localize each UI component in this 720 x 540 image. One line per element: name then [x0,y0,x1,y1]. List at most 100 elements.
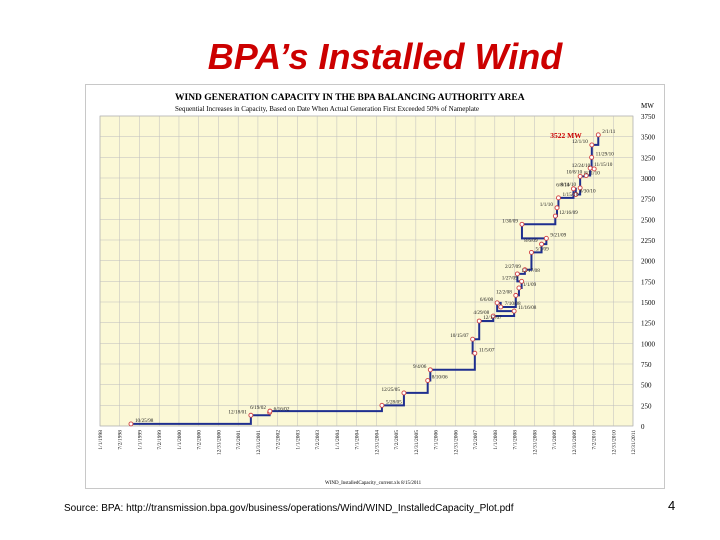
data-point-marker [519,221,525,227]
data-point-label: 5/28/05 [386,399,402,405]
data-point-label: 11/5/07 [479,347,495,353]
x-tick-label: 7/1/2008 [513,430,519,450]
x-tick-label: 7/2/1999 [157,430,163,450]
y-tick-label: 0 [641,423,645,431]
y-tick-label: 250 [641,402,652,410]
y-axis-unit: MW [641,102,654,110]
data-point-marker [490,313,496,319]
y-tick-label: 3250 [641,154,656,162]
x-tick-label: 12/31/2000 [216,430,222,455]
x-tick-label: 7/1/2004 [355,430,361,450]
x-tick-label: 1/1/2004 [335,430,341,450]
data-point-label: 1/30/09 [502,218,518,224]
x-tick-label: 12/31/2011 [631,430,637,455]
data-point-label: 7/10/08 [505,301,521,307]
y-tick-label: 3500 [641,134,656,142]
data-point-label: 4/29/08 [473,310,489,316]
data-point-label: 12/24/10 [572,163,591,169]
gridlines [99,115,634,427]
y-tick-label: 1250 [641,320,656,328]
data-point-label: 10/15/07 [450,333,469,339]
data-point-label: 9/21/09 [550,232,566,238]
y-tick-label: 1500 [641,299,656,307]
data-point-marker [472,350,478,356]
x-tick-label: 12/31/2005 [414,430,420,455]
data-point-marker [577,173,583,179]
x-tick-label: 7/2/1998 [118,430,124,450]
y-tick-label: 2000 [641,258,656,266]
data-point-label: 10/25/98 [135,418,154,424]
y-tick-label: 2500 [641,216,656,224]
data-point-label: 12/16/09 [559,210,578,216]
y-tick-label: 1000 [641,340,656,348]
y-tick-label: 3000 [641,175,656,183]
data-point-label: 11/16/08 [518,305,537,311]
y-tick-label: 1750 [641,278,656,286]
x-tick-label: 7/2/2001 [236,430,242,450]
data-point-label: 8/10/06 [432,375,448,381]
y-tick-labels: 0 250 500 750 1000 1250 1500 1750 2000 2250 2500 27… [641,113,656,431]
data-point-label: 2/1/11 [602,129,615,135]
data-point-marker [554,205,560,211]
data-point-marker [556,195,561,201]
data-point-label: 6/19/02 [250,405,266,411]
x-tick-label: 1/1/1998 [98,430,104,450]
data-point-marker [248,412,254,418]
x-tick-label: 7/2/2002 [276,430,282,450]
y-tick-label: 2250 [641,237,656,245]
data-point-label: 8/11/10 [560,182,576,188]
data-point-marker [589,142,595,148]
data-point-marker [425,378,431,383]
x-tick-label: 7/2/2000 [197,430,203,450]
slide-title: BPA’s Installed Wind [207,36,563,77]
y-tick-label: 500 [641,382,652,390]
x-tick-label: 7/1/2006 [434,430,440,450]
data-point-marker [573,192,579,197]
chart-footer-note: WIND_InstalledCapacity_current.xls 8/15/… [325,481,422,486]
highlight-label: 3522 MW [550,131,582,140]
data-point-label: 2/27/09 [505,264,521,270]
x-tick-label: 7/2/2003 [315,430,321,450]
data-point-marker [494,300,500,306]
data-point-marker [427,367,433,373]
data-point-marker [577,185,583,191]
x-tick-label: 12/31/2006 [453,430,459,455]
x-tick-label: 1/1/1999 [137,430,143,450]
x-tick-labels: 1/1/1998 7/2/1998 1/1/1999 7/2/1999 1/1/2000… [98,430,637,455]
data-point-marker [513,292,519,298]
data-point-marker [476,318,482,324]
data-point-marker [528,249,534,255]
x-tick-label: 7/2/2005 [394,430,400,450]
data-point-marker [543,235,549,241]
data-point-label: 12/17/08 [521,268,540,274]
y-tick-label: 3750 [641,113,656,121]
data-point-label: 1/27/09 [502,275,518,281]
data-point-marker [128,421,134,427]
chart-title: WIND GENERATION CAPACITY IN THE BPA BALA… [175,93,525,103]
data-point-label: 8/11/10 [584,170,600,176]
x-tick-label: 12/31/2008 [532,430,538,455]
chart-subtitle: Sequential Increases in Capacity, Based … [175,105,479,113]
data-point-marker [571,186,576,192]
data-point-label: 1/1/09 [523,282,537,288]
data-point-label: 11/15/10 [594,162,613,168]
x-tick-label: 12/31/2010 [611,430,617,455]
data-point-marker [539,241,545,247]
data-point-marker [379,402,385,408]
data-point-marker [511,308,517,314]
data-point-label: 6/8/10 [556,183,570,189]
data-point-label: 8/6/09 [524,238,538,244]
y-tick-label: 750 [641,361,652,369]
data-point-label: 12/2/08 [496,289,512,295]
data-point-label: 5/1/09 [535,246,549,252]
slide-number: 4 [668,498,676,513]
data-point-label: 12/1/10 [572,139,588,145]
data-point-label: 1/1/10 [540,202,554,208]
data-point-marker [583,173,589,178]
data-point-label: 6/30/10 [580,189,596,195]
data-point-label: 10/8/10 [566,170,582,176]
data-point-marker [519,278,525,284]
y-tick-label: 2750 [641,196,656,204]
x-tick-label: 1/1/2003 [295,430,301,450]
x-tick-label: 7/2/2007 [473,430,479,450]
